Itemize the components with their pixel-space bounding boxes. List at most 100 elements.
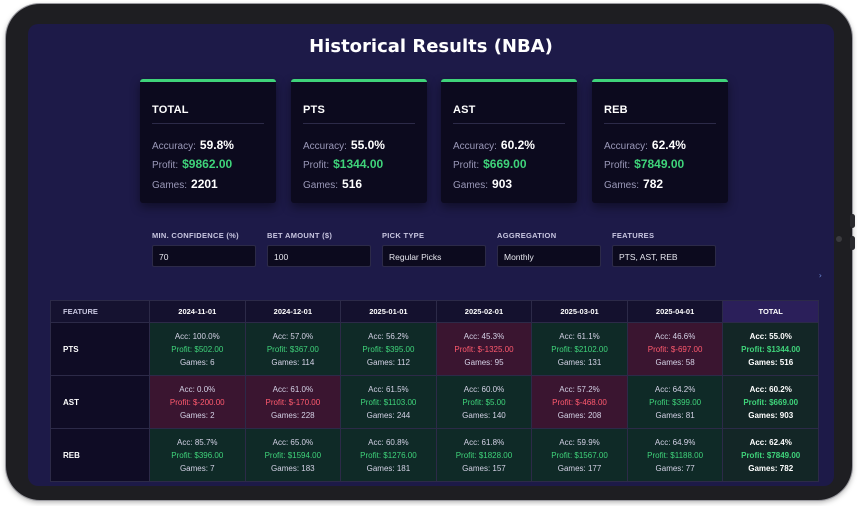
table-cell-total: Acc: 62.4% Profit: $7849.00 Games: 782 — [722, 428, 819, 482]
cell-profit: Profit: $1103.00 — [360, 397, 417, 407]
filter-pick-type: PICK TYPE Regular Picks — [382, 231, 486, 267]
table-cell: Acc: 61.1% Profit: $2102.00 Games: 131 — [531, 322, 628, 376]
accuracy-label: Accuracy: — [152, 141, 196, 152]
column-header-period: 2024-12-01 — [244, 300, 342, 323]
column-header-period: 2024-11-01 — [149, 300, 246, 323]
profit-value: $1344.00 — [333, 157, 384, 171]
cell-profit: Profit: $-1325.00 — [454, 344, 514, 354]
table-cell: Acc: 0.0% Profit: $-200.00 Games: 2 — [149, 375, 246, 429]
cell-games: Games: 244 — [366, 410, 411, 420]
accuracy-value: 59.8% — [199, 138, 234, 152]
table-cell: Acc: 61.5% Profit: $1103.00 Games: 244 — [340, 375, 437, 429]
card-title: REB — [604, 104, 628, 116]
filter-label: FEATURES — [612, 231, 655, 240]
card-games: Games: 516 — [303, 177, 362, 191]
cell-profit: Profit: $-697.00 — [647, 344, 703, 354]
chevron-right-icon[interactable]: › — [818, 271, 822, 280]
cell-profit: Profit: $502.00 — [171, 344, 224, 354]
app-screen: Historical Results (NBA) TOTAL Accuracy:… — [28, 24, 834, 486]
summary-card-ast: AST Accuracy: 60.2% Profit: $669.00 Games:… — [441, 79, 577, 203]
cell-accuracy: Acc: 56.2% — [368, 331, 409, 341]
table-cell: Acc: 46.6% Profit: $-697.00 Games: 58 — [626, 322, 724, 376]
summary-card-reb: REB Accuracy: 62.4% Profit: $7849.00 Games… — [592, 79, 728, 203]
cell-profit: Profit: $1276.00 — [360, 450, 417, 460]
card-title: AST — [453, 104, 476, 116]
table-row: REB Acc: 85.7% Profit: $396.00 Games: 7 Acc:… — [50, 428, 819, 482]
accuracy-label: Accuracy: — [303, 141, 347, 152]
row-feature-label: PTS — [50, 322, 150, 376]
cell-profit: Profit: $1188.00 — [647, 450, 704, 460]
accuracy-value: 62.4% — [651, 138, 686, 152]
profit-label: Profit: — [303, 160, 330, 171]
features-select[interactable]: PTS, AST, REB — [612, 245, 716, 267]
cell-games: Games: 177 — [557, 463, 602, 473]
page-title: Historical Results (NBA) — [309, 36, 553, 57]
cell-games: Games: 208 — [557, 410, 602, 420]
table-cell: Acc: 57.0% Profit: $367.00 Games: 114 — [244, 322, 342, 376]
column-header-period: 2025-02-01 — [435, 300, 533, 323]
profit-label: Profit: — [453, 160, 480, 171]
row-feature-label: REB — [50, 428, 150, 482]
games-value: 903 — [492, 177, 513, 191]
table-cell: Acc: 61.0% Profit: $-170.00 Games: 228 — [244, 375, 342, 429]
games-label: Games: — [152, 180, 188, 191]
cell-games: Games: 77 — [655, 463, 695, 473]
cell-accuracy: Acc: 61.5% — [368, 384, 409, 394]
cell-accuracy: Acc: 60.8% — [368, 437, 409, 447]
card-profit: Profit: $7849.00 — [604, 157, 684, 171]
cell-accuracy: Acc: 64.2% — [654, 384, 696, 394]
table-cell: Acc: 57.2% Profit: $-468.00 Games: 208 — [531, 375, 628, 429]
filter-label: AGGREGATION — [497, 231, 557, 240]
cell-profit: Profit: $2102.00 — [551, 344, 608, 354]
cell-profit: Profit: $1567.00 — [551, 450, 608, 460]
cell-accuracy: Acc: 57.2% — [559, 384, 600, 394]
cell-accuracy: Acc: 0.0% — [179, 384, 216, 394]
results-table: FEATURE 2024-11-01 2024-12-01 2025-01-01… — [50, 300, 819, 482]
table-cell: Acc: 64.9% Profit: $1188.00 Games: 77 — [626, 428, 724, 482]
profit-value: $7849.00 — [634, 157, 685, 171]
cell-accuracy: Acc: 59.9% — [559, 437, 600, 447]
bet-amount-input[interactable]: 100 — [267, 245, 371, 267]
cell-accuracy: Acc: 46.6% — [654, 331, 696, 341]
column-header-feature: FEATURE — [50, 300, 150, 323]
card-accuracy: Accuracy: 55.0% — [303, 138, 385, 152]
profit-label: Profit: — [152, 160, 179, 171]
cell-games: Games: 114 — [271, 357, 315, 367]
cell-accuracy: Acc: 61.1% — [559, 331, 600, 341]
divider — [152, 123, 264, 124]
cell-accuracy: Acc: 57.0% — [272, 331, 314, 341]
table-cell: Acc: 85.7% Profit: $396.00 Games: 7 — [149, 428, 246, 482]
aggregation-select[interactable]: Monthly — [497, 245, 601, 267]
cell-profit: Profit: $367.00 — [266, 344, 319, 354]
pick-type-select[interactable]: Regular Picks — [382, 245, 486, 267]
cell-games: Games: 81 — [655, 410, 695, 420]
cell-games: Games: 95 — [464, 357, 504, 367]
camera — [836, 236, 842, 242]
summary-card-pts: PTS Accuracy: 55.0% Profit: $1344.00 Games… — [291, 79, 427, 203]
filter-bet-amount: BET AMOUNT ($) 100 — [267, 231, 371, 267]
profit-value: $669.00 — [483, 157, 527, 171]
cell-profit: Profit: $399.00 — [649, 397, 702, 407]
divider — [604, 123, 716, 124]
cell-profit: Profit: $1828.00 — [455, 450, 513, 460]
cell-games: Games: 2 — [179, 410, 215, 420]
table-cell: Acc: 60.8% Profit: $1276.00 Games: 181 — [340, 428, 437, 482]
card-games: Games: 782 — [604, 177, 663, 191]
cell-games: Games: 181 — [366, 463, 411, 473]
min-confidence-input[interactable]: 70 — [152, 245, 256, 267]
card-profit: Profit: $9862.00 — [152, 157, 232, 171]
power-button — [850, 236, 855, 250]
cell-accuracy: Acc: 62.4% — [749, 437, 792, 447]
cell-games: Games: 228 — [271, 410, 315, 420]
card-accuracy: Accuracy: 60.2% — [453, 138, 535, 152]
column-header-period: 2025-03-01 — [531, 300, 628, 323]
cell-accuracy: Acc: 60.0% — [463, 384, 505, 394]
cell-games: Games: 6 — [179, 357, 215, 367]
cell-accuracy: Acc: 85.7% — [177, 437, 218, 447]
cell-accuracy: Acc: 61.8% — [463, 437, 505, 447]
filter-min-confidence: MIN. CONFIDENCE (%) 70 — [152, 231, 256, 267]
cell-games: Games: 183 — [271, 463, 315, 473]
cell-accuracy: Acc: 100.0% — [174, 331, 220, 341]
card-profit: Profit: $1344.00 — [303, 157, 383, 171]
column-header-period: 2025-01-01 — [340, 300, 437, 323]
